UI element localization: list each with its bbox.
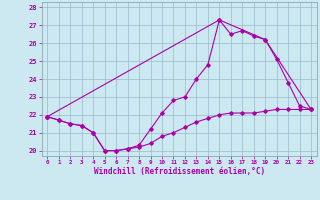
X-axis label: Windchill (Refroidissement éolien,°C): Windchill (Refroidissement éolien,°C) [94,167,265,176]
